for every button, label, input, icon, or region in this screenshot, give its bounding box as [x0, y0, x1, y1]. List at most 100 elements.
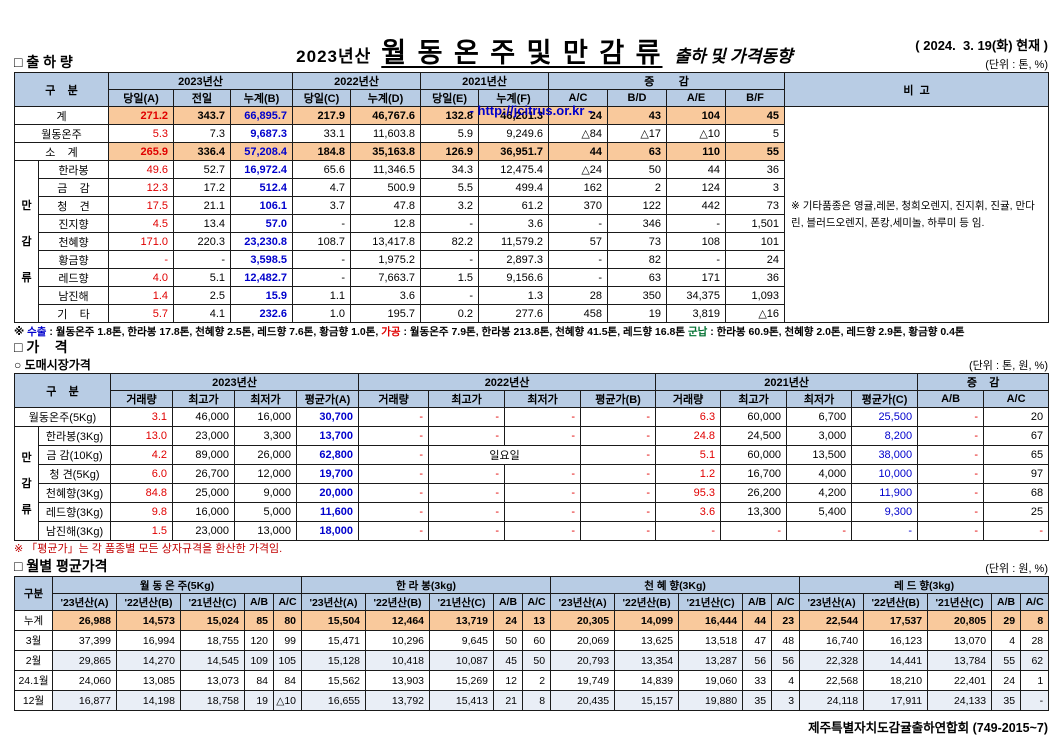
table-row: 3월 37,399 16,994 18,755 120 99 15,471 10,296 9,6… — [14, 630, 1050, 651]
data-cell: 20 — [983, 407, 1050, 427]
table-row: 누계 26,988 14,573 15,024 85 80 15,504 12,464 13,7… — [14, 610, 1050, 631]
data-cell: 46,000 — [172, 407, 235, 427]
data-cell: 512.4 — [229, 178, 294, 197]
shipment-unit-label: (단위 : 톤, %) — [985, 59, 1048, 71]
col-subheader: '22년산(B) — [614, 593, 680, 611]
monthly-unit-label: (단위 : 원, %) — [985, 563, 1048, 575]
data-cell: 108.7 — [292, 232, 352, 251]
col-subheader: A/C — [272, 593, 303, 611]
data-cell: 350 — [607, 286, 668, 305]
data-cell: 29 — [991, 610, 1022, 631]
data-cell: - — [428, 521, 506, 541]
col-group-header: 증 감 — [917, 373, 1050, 391]
note-prefix: ※ — [14, 326, 28, 338]
data-cell: 14,198 — [116, 690, 181, 711]
data-cell: 458 — [548, 304, 609, 323]
data-cell: 3.1 — [110, 407, 173, 427]
data-cell: 124 — [666, 178, 727, 197]
col-group-header: 2021년산 — [655, 373, 919, 391]
data-cell: 55 — [991, 650, 1022, 671]
table-row: 금 감(10Kg) 4.2 89,000 26,000 62,800- 일요일 -5.1 60… — [15, 445, 1050, 465]
col-group-header: 2023년산 — [109, 373, 360, 391]
data-cell: 5.9 — [420, 124, 480, 143]
data-cell: - — [504, 483, 582, 503]
data-cell: 18,000 — [295, 521, 360, 541]
data-cell: 19,700 — [295, 464, 360, 484]
data-cell: 3,300 — [234, 426, 297, 446]
table-row: 월동온주 5.3 7.3 9,687.3 33.1 11,603.8 5.9 9,249.6 △… — [14, 124, 1049, 143]
table-row: 기 타 5.7 4.1 232.6 1.0 195.7 0.2 277.6 458 19 3,819… — [15, 304, 1049, 323]
data-cell: 62,800 — [295, 445, 360, 465]
data-cell: 12.8 — [350, 214, 422, 233]
data-cell: - — [358, 407, 430, 427]
col-subheader: 최고가 — [172, 390, 235, 408]
data-cell: 13,500 — [786, 445, 853, 465]
data-cell: 217.9 — [292, 106, 352, 125]
shipment-section-title: □ 출 하 량 — [14, 54, 73, 70]
data-cell: 73 — [607, 232, 668, 251]
data-cell: 346 — [607, 214, 668, 233]
data-cell: △16 — [725, 304, 786, 323]
table-row: 청 견(5Kg) 6.0 26,700 12,000 19,700- - - -1.2 16,7… — [15, 464, 1050, 484]
col-subheader: 거래량 — [655, 390, 722, 408]
row-label: 12월 — [14, 690, 53, 711]
col-group-header: 2023년산 — [107, 72, 294, 90]
col-subheader: '23년산(A) — [799, 593, 865, 611]
data-cell: 8 — [522, 690, 552, 711]
data-cell: 48 — [771, 630, 801, 651]
data-cell: 105 — [272, 650, 303, 671]
data-cell: - — [851, 521, 919, 541]
data-cell: 5 — [725, 124, 786, 143]
data-cell: 82.2 — [420, 232, 480, 251]
data-cell: 15,504 — [301, 610, 367, 631]
data-cell: 17,911 — [863, 690, 929, 711]
data-cell: 16,972.4 — [229, 160, 294, 179]
data-cell: - — [428, 407, 506, 427]
monthly-section-title: □ 월별 평균가격 — [14, 558, 108, 574]
data-cell: 0.2 — [420, 304, 480, 323]
data-cell: 65.6 — [292, 160, 352, 179]
data-cell: - — [420, 214, 480, 233]
data-cell: 23,000 — [172, 521, 235, 541]
price-table: 구 분 2023년산 2022년산 2021년산 증 감 거래량 최고가 최저가 평균가(A) 거… — [14, 373, 1050, 541]
data-cell: - — [504, 407, 582, 427]
data-cell: 220.3 — [173, 232, 231, 251]
data-cell: 50 — [493, 630, 524, 651]
data-cell: 46,201.3 — [478, 106, 550, 125]
col-subheader: 최고가 — [428, 390, 506, 408]
col-group-header: 2021년산 — [420, 72, 550, 90]
data-cell: △17 — [607, 124, 668, 143]
data-cell: 7,663.7 — [350, 268, 422, 287]
data-cell: 일요일 — [428, 445, 582, 465]
row-label: 남진해(3Kg) — [38, 521, 111, 541]
data-cell: 33.1 — [292, 124, 352, 143]
data-cell: 68 — [983, 483, 1050, 503]
col-subheader: '21년산(C) — [927, 593, 993, 611]
data-cell: 12.3 — [108, 178, 174, 197]
data-cell: 13,625 — [614, 630, 680, 651]
row-label: 청 견 — [38, 196, 109, 215]
data-cell: 13,070 — [927, 630, 993, 651]
data-cell: 89,000 — [172, 445, 235, 465]
data-cell: 101 — [725, 232, 786, 251]
data-cell: 44 — [742, 610, 773, 631]
data-cell: 57.0 — [229, 214, 294, 233]
data-cell: 12,000 — [234, 464, 297, 484]
data-cell: 24,500 — [720, 426, 788, 446]
col-subheader: '22년산(B) — [116, 593, 181, 611]
data-cell: - — [666, 214, 727, 233]
col-subheader: A/B — [742, 593, 773, 611]
col-subheader: 거래량 — [110, 390, 173, 408]
data-cell: 16,444 — [678, 610, 744, 631]
data-cell: 11,346.5 — [350, 160, 422, 179]
data-cell: 18,210 — [863, 670, 929, 691]
data-cell: 5.5 — [420, 178, 480, 197]
data-cell: 20,069 — [550, 630, 616, 651]
data-cell: 24.8 — [655, 426, 722, 446]
data-cell: - — [917, 407, 985, 427]
col-subheader: '21년산(C) — [678, 593, 744, 611]
price-subsection-header: ○ 도매시장가격 (단위 : 톤, 원, %) — [14, 357, 1048, 373]
data-cell: 3.6 — [478, 214, 550, 233]
data-cell: 1,093 — [725, 286, 786, 305]
data-cell: 6,700 — [786, 407, 853, 427]
